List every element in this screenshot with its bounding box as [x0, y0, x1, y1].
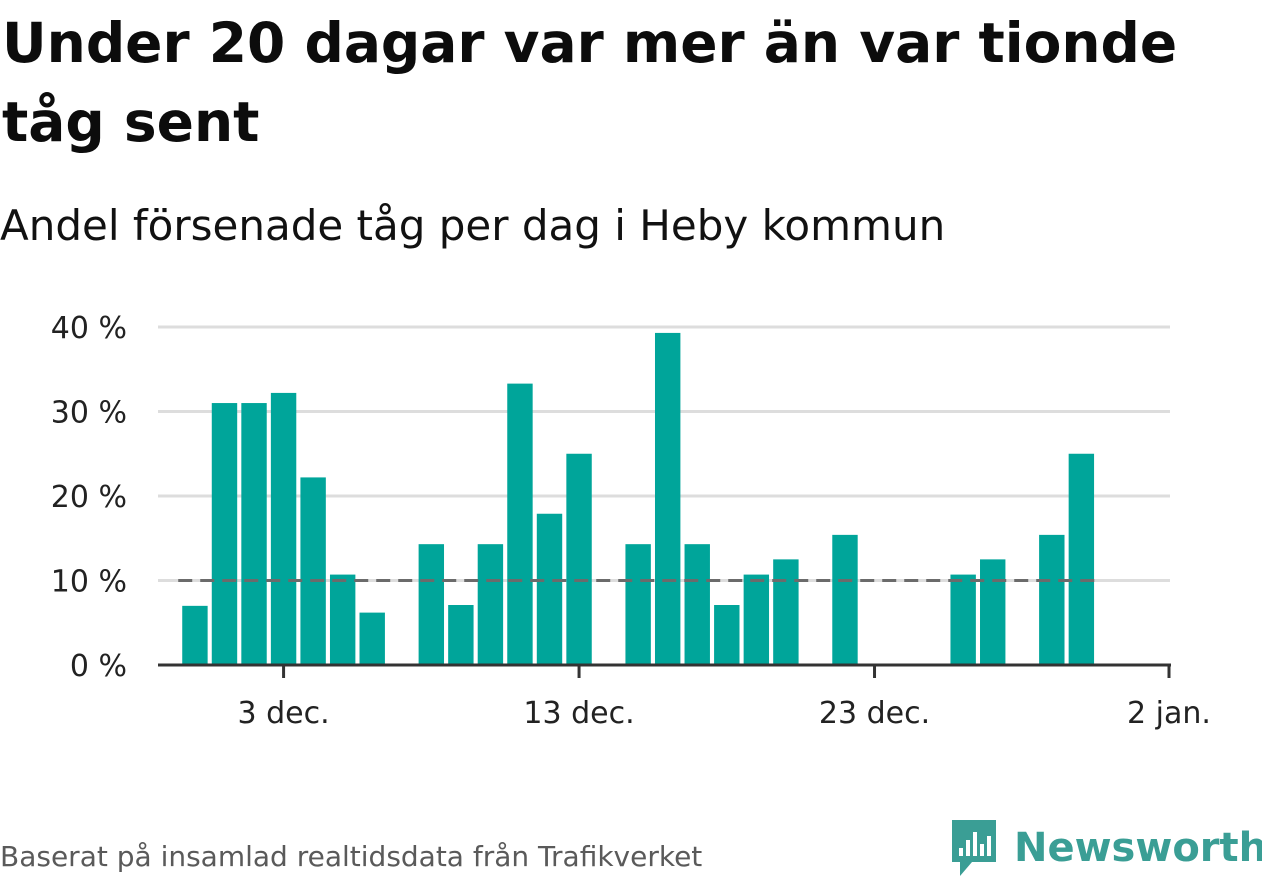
x-tick-label: 3 dec. — [237, 696, 329, 731]
bar — [1068, 453, 1095, 665]
bar — [477, 544, 504, 665]
bar — [980, 559, 1006, 665]
bar — [329, 574, 356, 665]
bar — [1039, 534, 1065, 665]
x-axis-labels: 3 dec. 13 dec. 23 dec. 2 jan. — [237, 696, 1210, 731]
chart-title: Under 20 dagar var mer än var tionde tåg… — [2, 11, 1178, 154]
x-tick-label: 2 jan. — [1127, 696, 1211, 731]
bar — [625, 544, 651, 665]
y-tick-label: 10 % — [51, 565, 127, 600]
x-tick-label: 13 dec. — [523, 696, 634, 731]
bar — [270, 392, 297, 665]
y-tick-label: 30 % — [51, 396, 127, 431]
chart-subtitle: Andel försenade tåg per dag i Heby kommu… — [0, 201, 946, 250]
bar — [300, 477, 326, 665]
newsworthy-logo-icon — [952, 820, 996, 876]
y-tick-label: 40 % — [51, 311, 127, 346]
bar — [359, 612, 385, 665]
bar — [418, 544, 445, 665]
x-axis — [158, 663, 1171, 678]
bar — [182, 605, 208, 665]
x-tick-label: 23 dec. — [819, 696, 930, 731]
y-tick-label: 0 % — [70, 649, 127, 684]
bar — [507, 383, 533, 665]
brand-name: Newsworthy — [1014, 825, 1262, 871]
y-axis-labels: 0 % 10 % 20 % 30 % 40 % — [51, 311, 127, 684]
bar — [536, 513, 563, 665]
bars — [182, 332, 1095, 665]
bar — [832, 534, 858, 665]
bar — [773, 559, 799, 665]
newsworthy-brand[interactable]: Newsworthy — [950, 818, 1262, 878]
bar — [743, 574, 770, 665]
y-tick-label: 20 % — [51, 480, 127, 515]
source-note: Baserat på insamlad realtidsdata från Tr… — [0, 840, 703, 873]
bar — [241, 403, 267, 665]
bar — [566, 453, 592, 665]
bar — [714, 605, 740, 665]
bar — [950, 574, 976, 665]
bar — [211, 403, 238, 665]
chart-canvas: 0 % 10 % 20 % 30 % 40 % 3 dec. 13 dec. 23 dec.… — [51, 311, 1211, 731]
bar — [684, 544, 710, 665]
bar — [654, 332, 681, 665]
bar — [448, 605, 474, 665]
